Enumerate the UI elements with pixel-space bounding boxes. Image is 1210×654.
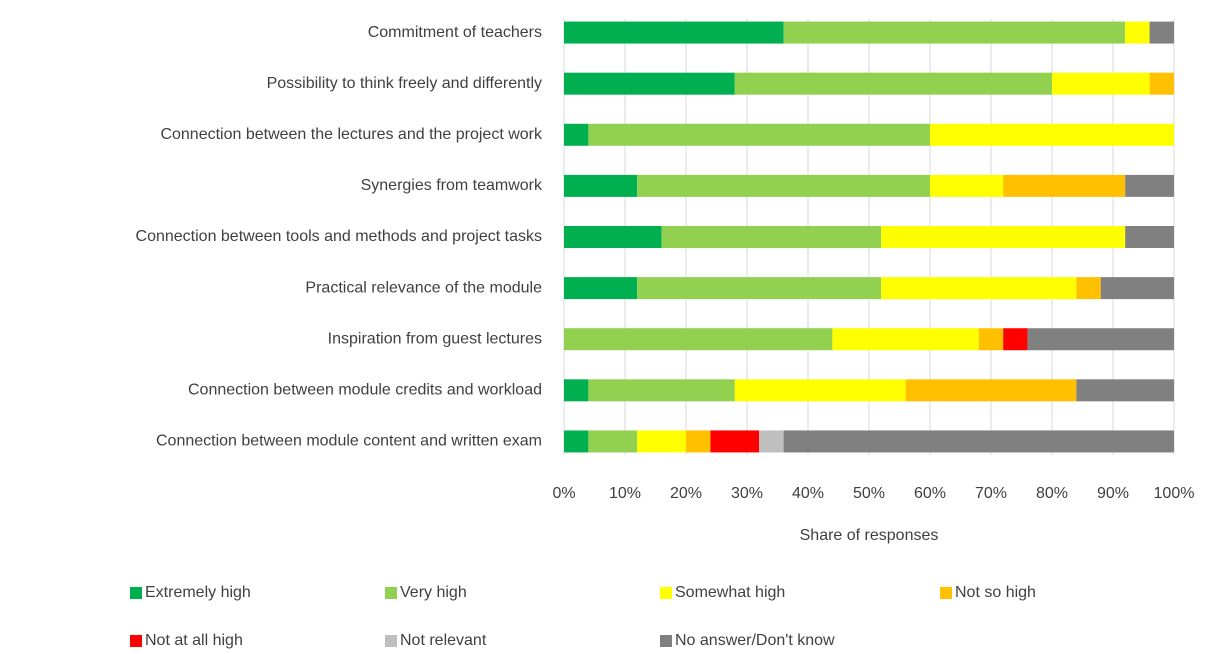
legend-swatch <box>385 587 397 599</box>
x-tick-label: 40% <box>792 485 824 502</box>
bar-segment <box>564 21 784 44</box>
bar-segment <box>686 430 711 453</box>
legend-swatch <box>660 587 672 599</box>
bar-segment <box>734 379 906 402</box>
x-tick-label: 50% <box>853 485 885 502</box>
y-tick-label: Synergies from teamwork <box>361 177 543 194</box>
legend-swatch <box>660 635 672 647</box>
x-tick-label: 60% <box>914 485 946 502</box>
bar-segment <box>1149 21 1174 44</box>
bar-segment <box>564 174 638 197</box>
legend-label: Very high <box>400 584 467 601</box>
legend-swatch <box>385 635 397 647</box>
bar-segment <box>564 430 589 453</box>
x-axis-title: Share of responses <box>800 527 939 544</box>
legend-label: Not at all high <box>145 632 243 649</box>
bar-segment <box>978 328 1004 351</box>
bar-segment <box>1125 226 1174 248</box>
legend-label: No answer/Don't know <box>675 632 835 649</box>
bar-segment <box>783 21 1126 44</box>
bar-segment <box>1125 21 1150 44</box>
x-tick-label: 30% <box>731 485 763 502</box>
x-tick-label: 20% <box>670 485 702 502</box>
y-tick-label: Commitment of teachers <box>368 24 542 41</box>
bar-segment <box>1003 328 1028 351</box>
bar-segment <box>1125 174 1174 197</box>
bar-segment <box>564 379 589 402</box>
x-tick-label: 0% <box>552 485 575 502</box>
y-tick-label: Practical relevance of the module <box>305 279 542 296</box>
bar-segment <box>588 430 638 453</box>
bar-segment <box>881 277 1077 300</box>
bar-segment <box>930 123 1174 146</box>
bar-segment <box>1003 174 1126 197</box>
bar-segment <box>588 379 735 402</box>
legend-label: Not relevant <box>400 632 487 649</box>
bar-segment <box>564 328 833 351</box>
legend-swatch <box>130 587 142 599</box>
legend-swatch <box>130 635 142 647</box>
bar-segment <box>1076 379 1174 402</box>
bar-segment <box>1027 328 1174 351</box>
bar-segment <box>564 123 589 146</box>
legend-swatch <box>940 587 952 599</box>
bar-segment <box>832 328 979 351</box>
x-tick-label: 100% <box>1154 485 1195 502</box>
x-tick-label: 90% <box>1097 485 1129 502</box>
legend-label: Extremely high <box>145 584 251 601</box>
y-tick-label: Connection between module content and wr… <box>156 433 542 450</box>
bar-segment <box>881 226 1126 248</box>
bar-segment <box>661 226 882 248</box>
bar-segment <box>588 123 930 146</box>
bar-segment <box>564 277 638 300</box>
x-tick-label: 10% <box>609 485 641 502</box>
bar-segment <box>783 430 1174 453</box>
y-tick-label: Connection between the lectures and the … <box>160 126 543 143</box>
bar-segment <box>905 379 1077 402</box>
bar-segment <box>564 72 735 95</box>
bar-segment <box>637 430 686 453</box>
y-tick-label: Connection between module credits and wo… <box>188 382 542 399</box>
x-tick-label: 70% <box>975 485 1007 502</box>
bar-segment <box>564 226 662 248</box>
bar-segment <box>930 174 1004 197</box>
bar-segment <box>710 430 760 453</box>
bar-segment <box>1100 277 1174 300</box>
y-tick-label: Inspiration from guest lectures <box>328 330 542 347</box>
legend-label: Somewhat high <box>675 584 785 601</box>
bar-segment <box>1076 277 1101 300</box>
legend-label: Not so high <box>955 584 1036 601</box>
bar-segment <box>637 174 930 197</box>
bar-segment <box>1149 72 1174 95</box>
bar-segment <box>637 277 882 300</box>
y-tick-label: Connection between tools and methods and… <box>136 228 542 245</box>
bar-segment <box>734 72 1052 95</box>
x-tick-label: 80% <box>1036 485 1068 502</box>
y-tick-label: Possibility to think freely and differen… <box>267 75 542 92</box>
bar-segment <box>759 430 784 453</box>
bar-segment <box>1052 72 1150 95</box>
